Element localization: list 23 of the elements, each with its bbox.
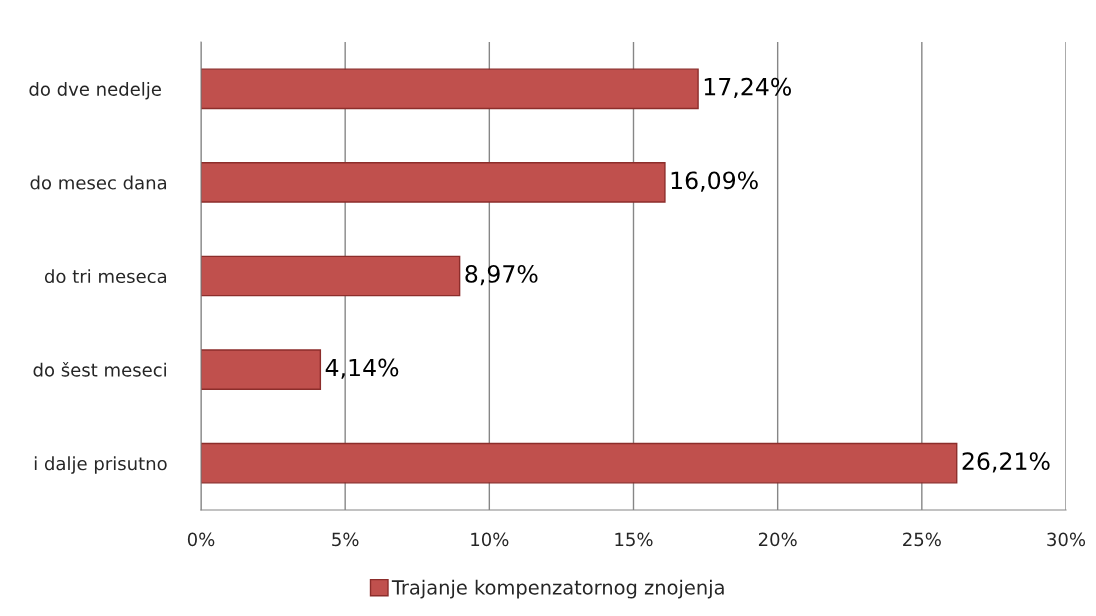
bar <box>201 68 699 110</box>
x-tick-label: 25% <box>903 532 941 547</box>
data-label: 26,21% <box>962 452 1050 473</box>
x-tick-label: 20% <box>758 532 797 547</box>
bar <box>201 255 461 297</box>
y-tick-label: do mesec dana <box>30 175 167 190</box>
data-label: 16,09% <box>671 171 758 192</box>
data-label: 8,97% <box>465 264 538 286</box>
x-tick-label: 15% <box>615 532 653 547</box>
x-tick-label: 10% <box>471 532 509 547</box>
bar <box>201 162 666 203</box>
bar <box>201 442 958 484</box>
legend-label: Trajanje kompenzatornog znojenja <box>391 579 724 599</box>
y-tick-label: do dve nedelje <box>29 81 161 100</box>
x-tick-label: 5% <box>332 532 359 547</box>
y-tick-label: do šest meseci <box>33 362 166 377</box>
data-label: 4,14% <box>325 358 399 379</box>
data-label: 17,24% <box>704 77 791 99</box>
y-tick-label: i dalje prisutno <box>34 456 167 474</box>
bar <box>201 349 322 390</box>
x-tick-label: 0% <box>187 532 215 547</box>
x-tick-label: 30% <box>1047 532 1086 547</box>
y-tick-label: do tri meseca <box>44 269 167 284</box>
